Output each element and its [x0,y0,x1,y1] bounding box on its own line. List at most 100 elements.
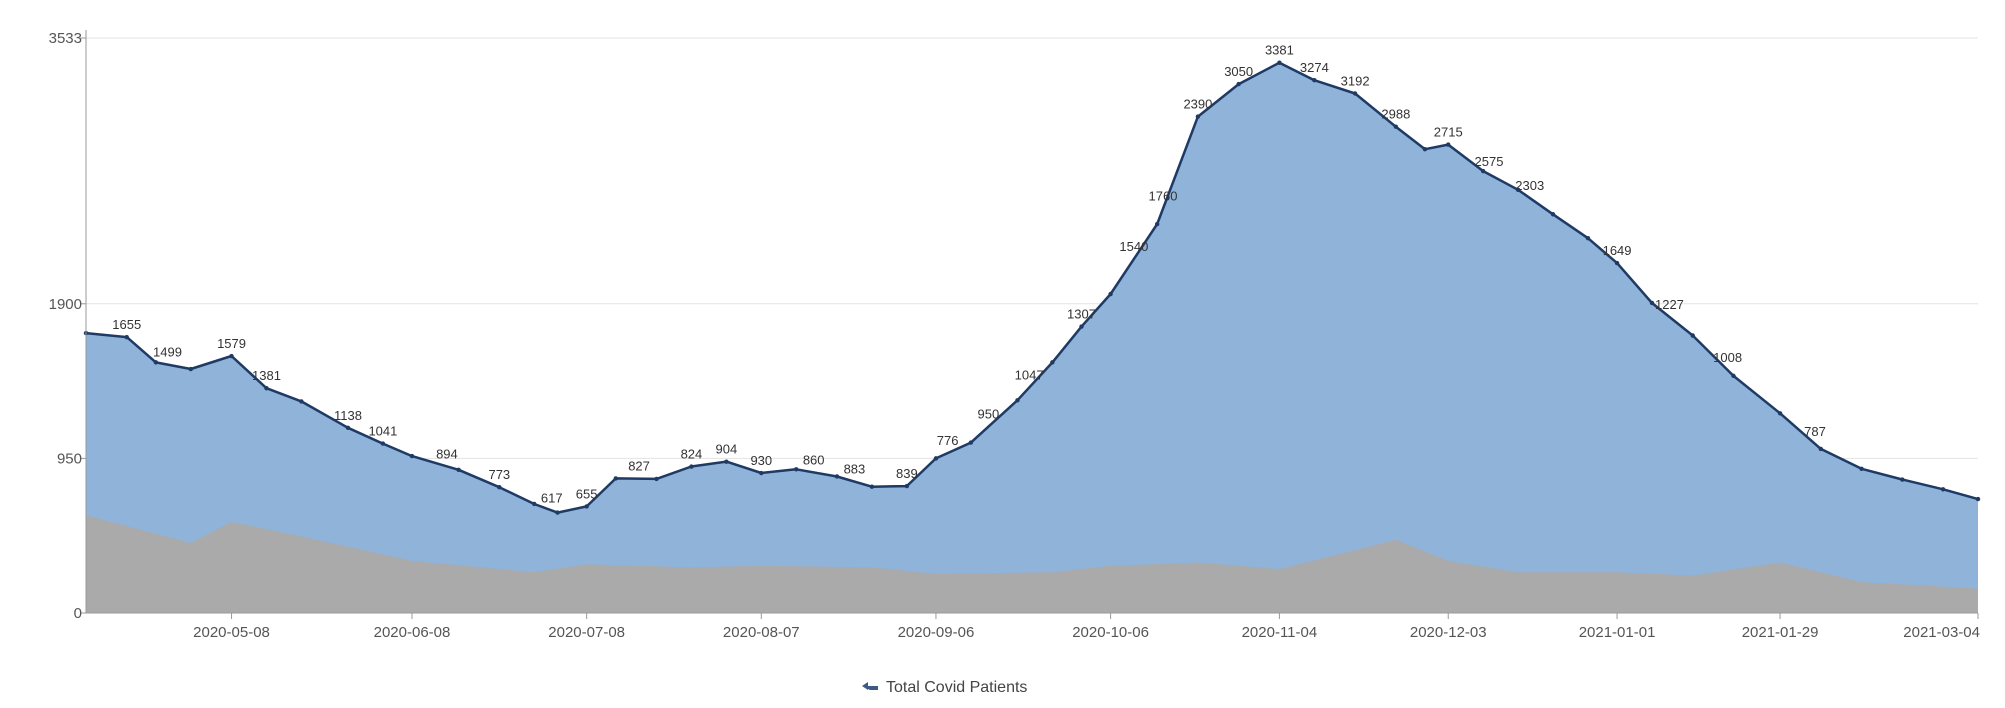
data-point[interactable] [654,476,659,482]
x-tick-label: 2020-08-07 [723,624,800,641]
data-point[interactable] [1859,466,1864,472]
data-point[interactable] [456,467,461,472]
data-point[interactable] [264,386,269,391]
data-point[interactable] [1649,300,1655,306]
x-tick-label: 2020-09-06 [898,624,975,641]
data-point[interactable] [869,484,875,489]
data-point[interactable] [1614,260,1620,266]
data-point[interactable] [1480,168,1486,174]
data-label: 950 [977,407,999,422]
x-tick-label: 2021-01-29 [1742,624,1819,641]
data-label: 2303 [1515,178,1544,193]
data-point[interactable] [188,366,193,372]
data-point[interactable] [1446,142,1451,147]
data-label: 773 [488,467,510,482]
data-point[interactable] [724,459,729,464]
total-patients-area [86,62,1978,613]
y-tick-label: 950 [57,450,82,467]
y-axis-ticks: 0 950 1900 3533 [49,30,86,622]
legend[interactable]: Total Covid Patients [862,679,1027,696]
data-point[interactable] [1731,373,1736,379]
data-point[interactable] [933,456,939,461]
data-point[interactable] [1108,291,1113,297]
x-tick-label: 2020-12-03 [1410,624,1487,641]
data-point[interactable] [1236,81,1241,87]
data-label: 1008 [1713,350,1742,365]
data-label: 776 [937,433,959,448]
data-point[interactable] [968,440,974,445]
y-tick-label: 3533 [49,30,82,47]
legend-label: Total Covid Patients [886,679,1027,696]
data-label: 904 [716,442,738,457]
data-point[interactable] [794,467,799,472]
data-point[interactable] [124,334,129,340]
data-point[interactable] [1154,221,1160,227]
data-point[interactable] [834,474,840,479]
data-label: 1138 [334,408,362,423]
secondary-area [86,515,1978,613]
data-label: 2988 [1381,107,1410,122]
data-label: 1579 [217,336,246,351]
y-tick-label: 1900 [49,296,82,313]
data-label: 827 [628,459,650,474]
data-point[interactable] [1393,124,1399,129]
data-label: 839 [896,466,918,481]
data-point[interactable] [1550,212,1556,217]
data-label: 860 [803,452,825,467]
data-label: 1047 [1015,368,1044,383]
data-point[interactable] [532,501,537,507]
data-point[interactable] [1515,187,1521,193]
data-point[interactable] [1975,496,1981,502]
data-label: 1649 [1603,243,1632,258]
data-point[interactable] [345,425,351,430]
data-label: 617 [541,490,563,505]
data-point[interactable] [380,441,386,446]
data-label: 3192 [1341,73,1370,88]
legend-marker-icon [862,682,878,690]
data-label: 787 [1804,424,1826,439]
data-point[interactable] [689,464,694,469]
axes [85,30,1978,614]
data-label: 3274 [1300,60,1329,75]
data-label: 655 [576,486,598,501]
x-tick-label: 2020-06-08 [374,624,451,641]
data-point[interactable] [1079,324,1084,329]
x-tick-label: 2020-10-06 [1072,624,1149,641]
data-point[interactable] [555,510,560,515]
data-point[interactable] [1312,77,1317,83]
data-point[interactable] [497,484,502,490]
data-label: 2575 [1475,154,1504,169]
data-label: 1307 [1067,307,1096,322]
data-point[interactable] [1195,114,1201,119]
data-point[interactable] [759,470,764,476]
data-point[interactable] [1352,91,1358,96]
data-point[interactable] [229,353,234,359]
data-label: 1381 [252,368,281,383]
data-point[interactable] [1940,487,1946,492]
data-point[interactable] [1690,333,1695,338]
data-point[interactable] [1777,411,1783,416]
data-label: 883 [844,462,866,477]
x-tick-label: 2021-03-04 [1903,624,1980,641]
data-point[interactable] [1015,398,1020,403]
data-point[interactable] [1585,235,1591,241]
data-labels: 1655 1499 1579 1381 1138 1041 894 773 617 655 827 8… [112,43,1826,506]
data-point[interactable] [1818,446,1824,452]
data-label: 824 [681,447,703,462]
data-point[interactable] [299,399,304,404]
data-point[interactable] [613,476,618,481]
data-point[interactable] [1900,477,1905,482]
data-point[interactable] [1050,360,1055,365]
data-label: 1540 [1119,239,1148,254]
data-point[interactable] [1277,60,1282,65]
data-point[interactable] [153,360,159,365]
data-label: 1227 [1655,297,1684,312]
data-label: 1655 [112,317,141,332]
data-point[interactable] [904,483,910,489]
data-point[interactable] [409,453,415,459]
data-point[interactable] [1422,146,1428,152]
data-label: 2390 [1183,97,1212,112]
data-point[interactable] [584,504,589,509]
data-label: 1041 [368,424,397,439]
